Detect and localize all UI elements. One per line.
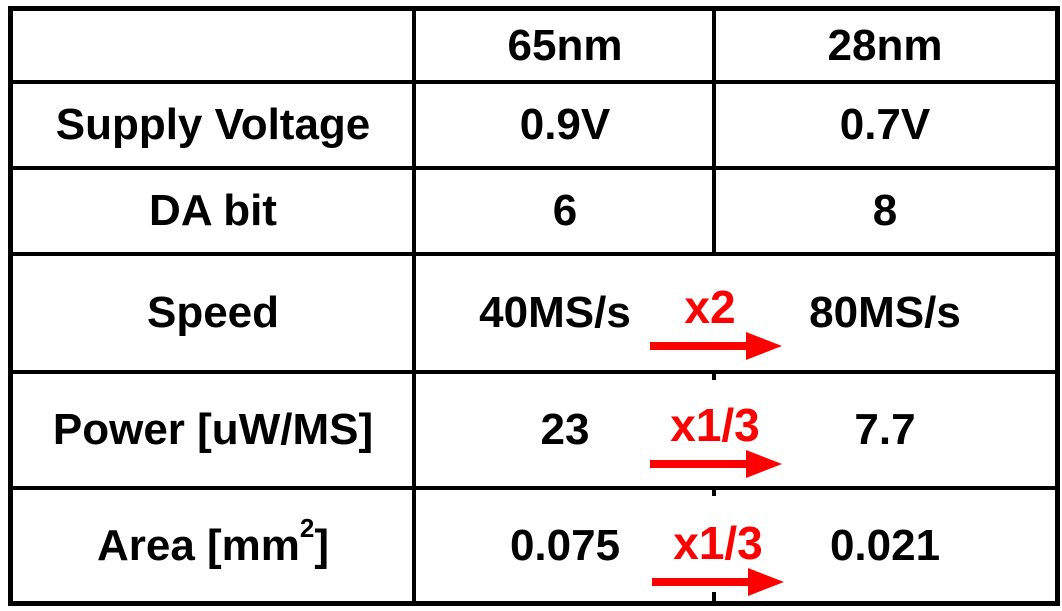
cell-speed-28nm: 80MS/s	[809, 288, 961, 337]
column-divider	[712, 370, 716, 380]
right-arrow-icon	[650, 450, 782, 478]
row-divider	[8, 166, 1060, 170]
row-label-area: Area [mm 2]	[96, 512, 330, 570]
header-cell-empty	[12, 11, 414, 80]
cell-power-65nm: 23	[540, 405, 590, 454]
row-label-speed: Speed	[146, 288, 280, 337]
cell-supply-voltage-65nm: 0.9V	[519, 100, 611, 149]
cell-area-28nm: 0.021	[829, 520, 941, 570]
row-divider	[8, 486, 1060, 490]
cell-da-bit-65nm: 6	[552, 186, 578, 235]
column-divider	[412, 6, 416, 606]
table-border-top	[8, 6, 1060, 11]
row-label-power: Power [uW/MS]	[52, 405, 374, 454]
column-divider	[712, 6, 716, 252]
speed-ratio-label: x2	[684, 281, 736, 333]
row-label-da-bit: DA bit	[149, 186, 277, 235]
table-border-bottom	[8, 601, 1060, 606]
header-cell-28nm: 28nm	[827, 20, 943, 70]
right-arrow-icon	[652, 568, 784, 596]
row-divider	[8, 80, 1060, 84]
row-label-supply-voltage: Supply Voltage	[55, 100, 371, 149]
row-divider	[8, 252, 1060, 256]
row-divider	[8, 370, 1060, 374]
row-label-area-text: Area [mm	[96, 520, 300, 570]
cell-area-65nm: 0.075	[509, 520, 621, 570]
cell-power-28nm: 7.7	[854, 405, 916, 454]
header-cell-65nm: 65nm	[507, 20, 623, 70]
row-label-area-tail: ]	[314, 520, 330, 570]
power-ratio-label: x1/3	[670, 399, 760, 451]
cell-supply-voltage-28nm: 0.7V	[839, 100, 931, 149]
area-ratio-label: x1/3	[673, 517, 763, 569]
table-border-right	[1055, 6, 1060, 606]
column-divider	[712, 486, 716, 496]
table-border-left	[8, 6, 13, 606]
right-arrow-icon	[650, 332, 782, 360]
cell-da-bit-28nm: 8	[872, 186, 898, 235]
cell-speed-65nm: 40MS/s	[479, 288, 631, 337]
column-divider	[712, 592, 716, 606]
